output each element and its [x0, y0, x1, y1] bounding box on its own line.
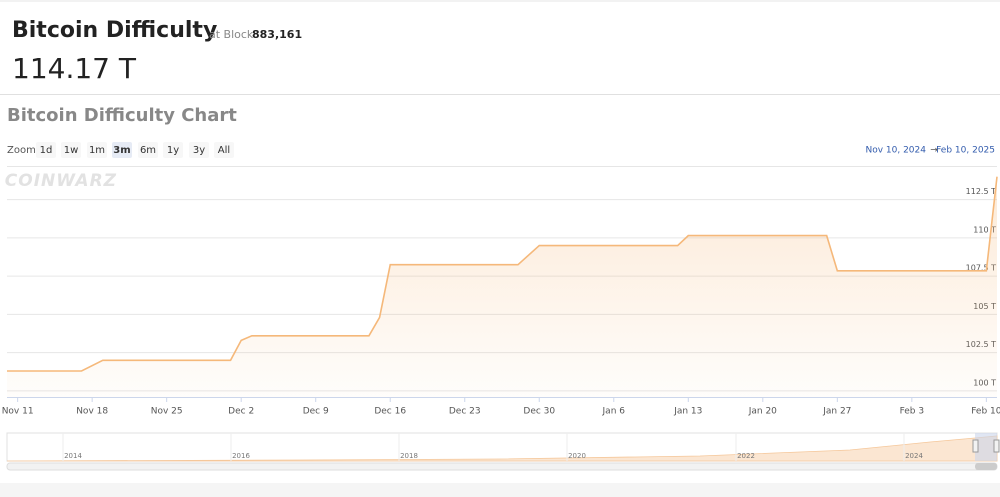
x-tick-label: Feb 10	[971, 407, 1000, 417]
zoom-button-label[interactable]: All	[218, 145, 230, 156]
zoom-button-label[interactable]: 6m	[140, 145, 156, 156]
navigator-label: 2020	[568, 452, 586, 460]
navigator-handle[interactable]	[972, 439, 979, 453]
zoom-button[interactable]	[189, 142, 209, 158]
x-tick-label: Jan 27	[822, 407, 851, 417]
x-tick-label: Jan 20	[748, 407, 777, 417]
navigator-label: 2018	[400, 452, 418, 460]
y-tick-label: 107.5 T	[966, 264, 996, 273]
range-to[interactable]: Feb 10, 2025	[936, 146, 995, 156]
x-tick-label: Dec 2	[228, 407, 254, 417]
area	[7, 176, 997, 397]
zoom-button[interactable]	[112, 142, 132, 158]
x-tick-label: Dec 16	[374, 407, 406, 417]
chart-title: Bitcoin Difficulty Chart	[7, 105, 237, 126]
range-arrow: →	[930, 146, 938, 156]
zoom-button-label[interactable]: 3m	[113, 145, 130, 156]
zoom-button[interactable]	[214, 142, 234, 158]
page-title: Bitcoin Difficulty	[12, 18, 217, 43]
y-tick-label: 112.5 T	[966, 187, 996, 196]
range-from[interactable]: Nov 10, 2024	[865, 146, 926, 156]
x-tick-label: Dec 23	[449, 407, 481, 417]
difficulty-value: 114.17 T	[12, 52, 137, 85]
navigator-label: 2022	[737, 452, 755, 460]
zoom-button[interactable]	[138, 142, 158, 158]
navigator-selection[interactable]	[975, 433, 997, 461]
navigator-label: 2016	[232, 452, 250, 460]
x-tick-label: Jan 6	[602, 407, 626, 417]
scrollbar-thumb[interactable]	[975, 463, 997, 470]
zoom-button[interactable]	[163, 142, 183, 158]
x-tick-label: Feb 3	[900, 407, 925, 417]
zoom-button-label[interactable]: 1m	[89, 145, 105, 156]
navigator-label: 2024	[905, 452, 923, 460]
x-tick-label: Jan 13	[673, 407, 702, 417]
block-number: 883,161	[252, 28, 302, 41]
zoom-button[interactable]	[87, 142, 107, 158]
x-tick-label: Nov 25	[151, 407, 183, 417]
zoom-button-label[interactable]: 1y	[167, 145, 179, 156]
watermark: COINWARZ	[5, 171, 117, 191]
scrollbar[interactable]	[6, 462, 998, 471]
zoom-button-label[interactable]: 1d	[40, 145, 53, 156]
x-tick-label: Dec 9	[303, 407, 329, 417]
navigator-label: 2014	[64, 452, 82, 460]
x-tick-label: Nov 18	[76, 407, 108, 417]
navigator-handle[interactable]	[993, 439, 1000, 453]
zoom-button-label[interactable]: 3y	[193, 145, 205, 156]
zoom-button[interactable]	[61, 142, 81, 158]
x-tick-label: Dec 30	[523, 407, 555, 417]
y-tick-label: 110 T	[973, 225, 996, 234]
zoom-button-label[interactable]: 1w	[64, 145, 79, 156]
block-label: at Block	[209, 28, 254, 41]
zoom-label: Zoom	[7, 145, 36, 156]
footer-band	[0, 483, 1000, 497]
line	[7, 176, 998, 372]
zoom-button[interactable]	[36, 142, 56, 158]
x-tick-label: Nov 11	[2, 407, 34, 417]
